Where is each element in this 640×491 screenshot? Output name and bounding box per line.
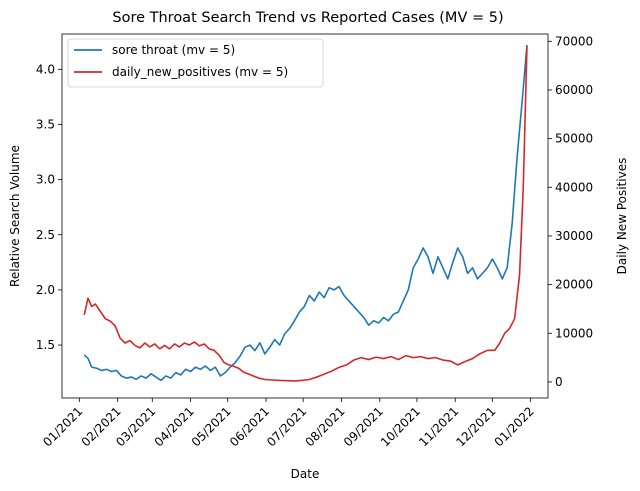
x-axis-title: Date [291,467,320,481]
plot-area-frame [61,33,549,399]
x-tick-label: 06/2021 [227,404,272,449]
series-layer [83,44,528,382]
left-y-axis-ticks: 1.5 2.0 2.5 3.0 3.5 4.0 [36,62,62,352]
right-y-tick-label: 70000 [555,34,593,48]
x-tick-label: 08/2021 [302,404,347,449]
x-tick-label: 09/2021 [341,404,386,449]
right-y-tick-label: 0 [555,375,563,389]
left-y-tick-label: 2.0 [36,283,55,297]
x-axis-ticks: 01/202102/202103/202104/202105/202106/20… [40,398,537,449]
series-line-sore-throat [83,44,528,382]
left-y-tick-label: 3.0 [36,173,55,187]
x-tick-label: 11/2021 [416,404,461,449]
right-y-tick-label: 30000 [555,229,593,243]
x-tick-label: 01/2021 [40,404,85,449]
chart-title: Sore Throat Search Trend vs Reported Cas… [112,10,503,26]
right-y-tick-label: 40000 [555,180,593,194]
right-y-axis-ticks: 0 10000 20000 30000 40000 50000 60000 70000 [548,34,593,389]
left-y-tick-label: 3.5 [36,117,55,131]
left-y-tick-label: 2.5 [36,228,55,242]
x-tick-label: 10/2021 [378,404,423,449]
right-y-axis-title: Daily New Positives [615,158,629,275]
x-tick-label: 05/2021 [189,404,234,449]
left-y-tick-label: 1.5 [36,338,55,352]
right-y-tick-label: 10000 [555,326,593,340]
right-y-tick-label: 20000 [555,278,593,292]
right-y-tick-label: 60000 [555,83,593,97]
x-tick-label: 12/2021 [453,404,498,449]
right-y-tick-label: 50000 [555,132,593,146]
x-tick-label: 01/2022 [492,404,537,449]
legend-box [67,38,324,88]
x-tick-label: 07/2021 [264,404,309,449]
x-tick-label: 04/2021 [152,404,197,449]
left-y-axis-title: Relative Search Volume [8,145,22,287]
series-line-daily-new-positives [83,46,528,382]
legend: sore throat (mv = 5) daily_new_positives… [67,38,324,88]
left-y-tick-label: 4.0 [36,62,55,76]
legend-label-daily-new-positives: daily_new_positives (mv = 5) [112,65,288,79]
legend-label-sore-throat: sore throat (mv = 5) [112,43,235,57]
